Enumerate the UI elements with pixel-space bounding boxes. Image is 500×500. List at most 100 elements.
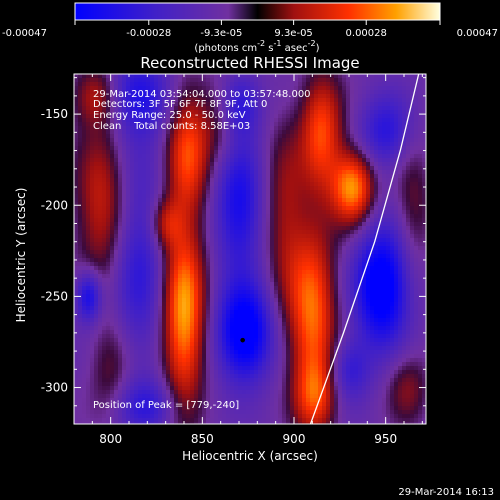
heatmap-cell [122, 362, 126, 366]
heatmap-cell [146, 186, 150, 190]
heatmap-cell [134, 422, 138, 424]
heatmap-cell [190, 374, 194, 378]
heatmap-cell [286, 226, 290, 230]
heatmap-cell [82, 94, 86, 98]
heatmap-cell [110, 314, 114, 318]
heatmap-cell [166, 198, 170, 202]
heatmap-cell [214, 294, 218, 298]
heatmap-cell [122, 262, 126, 266]
heatmap-cell [266, 410, 270, 414]
heatmap-cell [74, 162, 78, 166]
heatmap-cell [242, 110, 246, 114]
heatmap-cell [126, 318, 130, 322]
heatmap-cell [262, 238, 266, 242]
heatmap-cell [226, 294, 230, 298]
heatmap-cell [82, 182, 86, 186]
heatmap-cell [138, 262, 142, 266]
heatmap-cell [278, 306, 282, 310]
heatmap-cell [102, 318, 106, 322]
heatmap-cell [102, 182, 106, 186]
heatmap-cell [78, 186, 82, 190]
heatmap-cell [78, 322, 82, 326]
heatmap-cell [178, 298, 182, 302]
heatmap-cell [250, 414, 254, 418]
heatmap-cell [238, 386, 242, 390]
heatmap-cell [242, 354, 246, 358]
heatmap-cell [286, 350, 290, 354]
heatmap-cell [214, 306, 218, 310]
heatmap-cell [146, 194, 150, 198]
heatmap-cell [194, 138, 198, 142]
heatmap-cell [206, 78, 210, 82]
heatmap-cell [118, 186, 122, 190]
heatmap-cell [274, 134, 278, 138]
heatmap-cell [126, 162, 130, 166]
heatmap-cell [202, 302, 206, 306]
heatmap-cell [250, 302, 254, 306]
heatmap-cell [142, 330, 146, 334]
heatmap-cell [270, 170, 274, 174]
heatmap-cell [162, 146, 166, 150]
heatmap-cell [222, 298, 226, 302]
heatmap-cell [158, 146, 162, 150]
heatmap-cell [118, 422, 122, 424]
heatmap-cell [290, 266, 294, 270]
heatmap-cell [258, 390, 262, 394]
heatmap-cell [134, 366, 138, 370]
heatmap-cell [238, 82, 242, 86]
heatmap-cell [186, 86, 190, 90]
heatmap-cell [262, 170, 266, 174]
heatmap-cell [198, 86, 202, 90]
heatmap-cell [258, 254, 262, 258]
heatmap-cell [278, 394, 282, 398]
heatmap-cell [146, 390, 150, 394]
heatmap-cell [102, 186, 106, 190]
heatmap-cell [102, 150, 106, 154]
heatmap-cell [166, 326, 170, 330]
heatmap-cell [126, 86, 130, 90]
heatmap-cell [234, 142, 238, 146]
heatmap-cell [86, 270, 90, 274]
heatmap-cell [78, 174, 82, 178]
heatmap-cell [146, 370, 150, 374]
heatmap-cell [182, 118, 186, 122]
heatmap-cell [210, 338, 214, 342]
heatmap-cell [294, 418, 298, 422]
heatmap-cell [254, 386, 258, 390]
heatmap-cell [182, 130, 186, 134]
heatmap-cell [246, 146, 250, 150]
heatmap-cell [162, 278, 166, 282]
heatmap-cell [214, 326, 218, 330]
heatmap-cell [178, 278, 182, 282]
heatmap-cell [258, 386, 262, 390]
heatmap-cell [114, 154, 118, 158]
heatmap-cell [278, 274, 282, 278]
heatmap-cell [158, 114, 162, 118]
heatmap-cell [170, 190, 174, 194]
heatmap-cell [198, 226, 202, 230]
heatmap-cell [98, 118, 102, 122]
heatmap-cell [250, 390, 254, 394]
heatmap-cell [238, 154, 242, 158]
heatmap-cell [90, 230, 94, 234]
heatmap-cell [110, 278, 114, 282]
heatmap-cell [130, 338, 134, 342]
heatmap-cell [138, 414, 142, 418]
heatmap-cell [110, 394, 114, 398]
heatmap-cell [150, 174, 154, 178]
heatmap-cell [166, 262, 170, 266]
heatmap-cell [262, 334, 266, 338]
heatmap-cell [206, 142, 210, 146]
heatmap-cell [150, 214, 154, 218]
heatmap-cell [222, 166, 226, 170]
heatmap-cell [162, 194, 166, 198]
heatmap-cell [222, 146, 226, 150]
heatmap-cell [138, 86, 142, 90]
heatmap-cell [210, 382, 214, 386]
heatmap-cell [294, 290, 298, 294]
heatmap-cell [222, 334, 226, 338]
heatmap-cell [286, 370, 290, 374]
heatmap-cell [122, 134, 126, 138]
heatmap-cell [118, 358, 122, 362]
heatmap-cell [74, 370, 78, 374]
